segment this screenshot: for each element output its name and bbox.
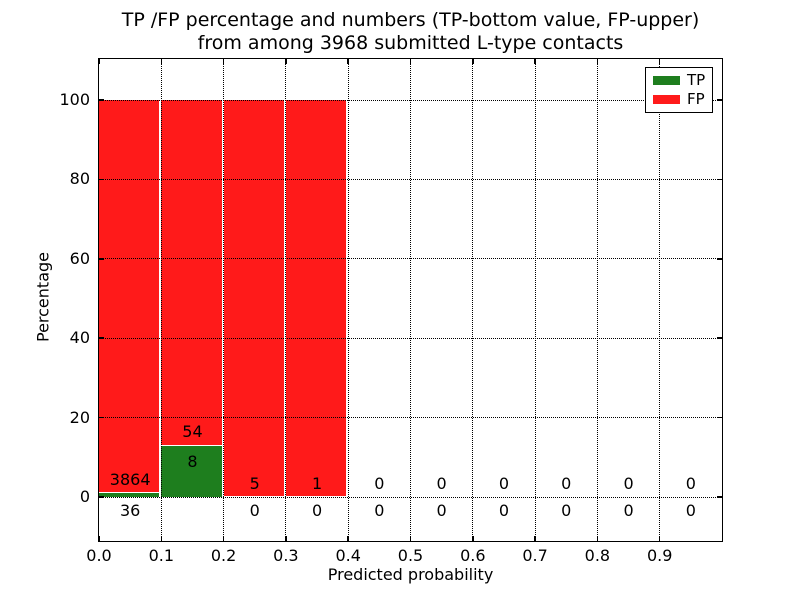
gridline-vertical: [659, 59, 661, 541]
y-tick-mark: [717, 416, 722, 419]
gridline-vertical: [534, 59, 536, 541]
bar-count-label-tp: 0: [685, 500, 696, 520]
bar-count-label-tp: 36: [119, 500, 141, 520]
y-tick-mark: [99, 337, 104, 339]
y-tick-label: 60: [69, 248, 90, 268]
x-tick-mark: [534, 536, 536, 541]
x-tick-mark: [534, 59, 536, 64]
y-tick-label: 40: [69, 328, 90, 348]
y-tick-mark: [717, 99, 722, 101]
x-tick-mark: [596, 59, 599, 64]
bar-count-label-tp: 0: [623, 500, 634, 520]
chart-title-line2: from among 3968 submitted L-type contact…: [197, 32, 624, 54]
x-tick-mark: [222, 536, 225, 541]
x-tick-label: 0.5: [397, 546, 424, 565]
bar-count-label-tp: 0: [436, 500, 447, 520]
y-tick-mark: [717, 337, 722, 339]
legend-label-fp: FP: [687, 90, 705, 108]
y-tick-label: 100: [59, 90, 90, 109]
bar-count-label-tp: 0: [311, 500, 323, 520]
x-tick-mark: [285, 536, 287, 541]
plot-area: 3864 36 54 8 5 0 1 0 0 0 0 0 0 0 0 0 0 0 0 0: [98, 58, 723, 542]
y-tick-label: 0: [79, 487, 90, 506]
y-tick-label: 80: [69, 169, 90, 189]
gridline-vertical: [347, 59, 349, 541]
y-tick-mark: [99, 258, 104, 260]
bar-fp-segment: [161, 100, 222, 445]
y-tick-mark: [99, 416, 104, 419]
x-tick-mark: [160, 59, 163, 64]
bar-count-label-fp: 0: [561, 473, 572, 493]
x-tick-mark: [409, 59, 412, 64]
bar-count-label-fp: 1: [311, 473, 323, 493]
bar-fp-segment: [99, 100, 160, 493]
gridline-vertical: [410, 59, 411, 541]
legend-swatch-tp: [653, 76, 680, 85]
bar-fp-segment: [285, 100, 347, 496]
x-tick-mark: [596, 536, 599, 541]
gridline-vertical: [285, 59, 287, 541]
x-tick-label: 0.0: [86, 546, 112, 565]
x-tick-mark: [658, 536, 661, 541]
x-tick-mark: [472, 59, 474, 64]
x-tick-label: 0.4: [335, 546, 361, 565]
bar-count-label-fp: 3864: [109, 469, 151, 489]
bar-count-label-tp: 0: [561, 500, 572, 520]
bar-count-label-fp: 0: [623, 473, 634, 493]
bar-tp-segment: [161, 445, 222, 497]
x-tick-mark: [160, 536, 163, 541]
x-tick-mark: [98, 59, 100, 64]
chart-title-line1: TP /FP percentage and numbers (TP-bottom…: [121, 9, 700, 31]
x-tick-mark: [285, 59, 287, 64]
bar-tp-segment: [99, 493, 160, 497]
gridline-vertical: [160, 59, 162, 541]
x-tick-mark: [98, 536, 100, 541]
x-tick-mark: [658, 59, 661, 64]
gridline-vertical: [223, 59, 225, 541]
x-tick-label: 0.3: [273, 546, 299, 565]
x-tick-label: 0.8: [584, 546, 611, 565]
x-tick-label: 0.7: [522, 546, 548, 565]
y-tick-mark: [717, 258, 722, 260]
y-tick-mark: [99, 496, 104, 498]
y-tick-mark: [717, 178, 722, 181]
y-tick-mark: [99, 99, 104, 101]
chart-title: TP /FP percentage and numbers (TP-bottom…: [99, 9, 722, 55]
legend-item-fp: FP: [653, 92, 712, 107]
bar-count-label-fp: 0: [498, 473, 510, 493]
bar-count-label-tp: 0: [249, 500, 260, 520]
bar-count-label-fp: 0: [374, 473, 385, 493]
bar-count-label-fp: 0: [436, 473, 447, 493]
gridline-vertical: [472, 59, 474, 541]
legend: TP FP: [645, 67, 713, 113]
x-tick-mark: [409, 536, 412, 541]
x-tick-label: 0.6: [460, 546, 486, 565]
x-tick-label: 0.1: [148, 546, 175, 565]
bar-fp-segment: [223, 100, 284, 496]
bar-count-label-fp: 5: [249, 473, 260, 493]
x-axis-label: Predicted probability: [327, 565, 494, 584]
legend-item-tp: TP: [653, 73, 712, 88]
legend-swatch-fp: [653, 95, 680, 104]
x-tick-label: 0.2: [210, 546, 237, 565]
y-tick-mark: [99, 178, 104, 181]
y-tick-label: 20: [69, 407, 90, 427]
bar-count-label-tp: 0: [374, 500, 385, 520]
x-tick-label: 0.9: [646, 546, 673, 565]
x-tick-mark: [347, 59, 349, 64]
x-tick-mark: [222, 59, 225, 64]
bar-count-label-tp: 0: [498, 500, 510, 520]
bar-count-label-fp: 54: [182, 422, 203, 442]
bar-count-label-fp: 0: [685, 473, 696, 493]
legend-label-tp: TP: [687, 71, 706, 89]
y-tick-mark: [717, 496, 722, 498]
x-tick-mark: [347, 536, 349, 541]
bar-count-label-tp: 8: [187, 452, 198, 472]
gridline-vertical: [596, 59, 598, 541]
x-tick-mark: [472, 536, 474, 541]
